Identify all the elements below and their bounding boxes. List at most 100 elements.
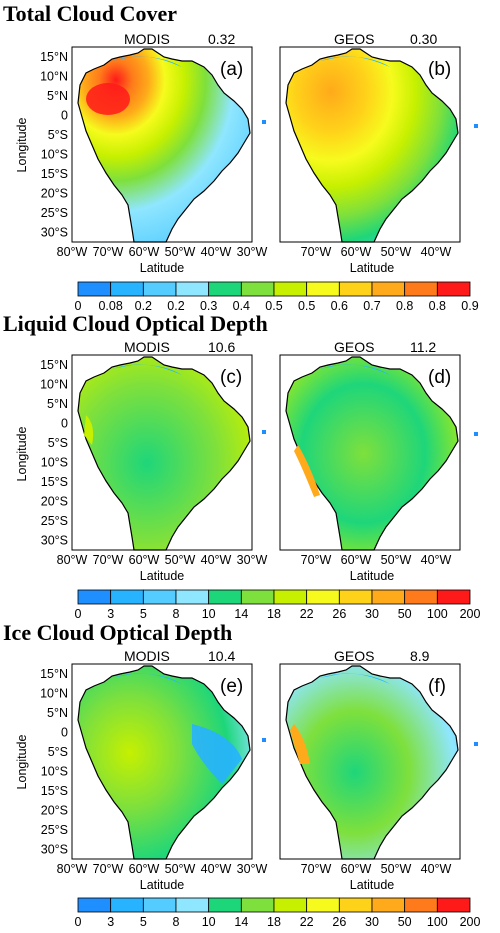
colorbar-swatch <box>306 281 340 297</box>
latitude-tick-labels: 15°N 10°N 5°N 0 5°S 10°S 15°S 20°S 25°S 30°S <box>40 667 68 857</box>
colorbar-swatch <box>273 897 308 913</box>
colorbar-swatch <box>371 281 406 297</box>
lat-tick-label: 25°S <box>41 206 68 220</box>
colorbar-swatch <box>208 589 242 605</box>
panel-title-value: 10.4 <box>208 648 235 664</box>
lat-tick-label: 30°S <box>41 842 68 856</box>
x-axis-label: Latitude <box>140 878 185 892</box>
colorbar-swatch <box>240 897 275 913</box>
lat-tick-label: 5°N <box>47 89 68 103</box>
lon-tick-label: 30°W <box>237 245 268 259</box>
section-title: Liquid Cloud Optical Depth <box>3 311 268 336</box>
ocean-marker <box>262 430 266 434</box>
colorbar-swatch <box>208 281 242 297</box>
colorbar-swatch <box>338 589 373 605</box>
lat-tick-label: 0 <box>61 416 68 430</box>
andes-region <box>84 415 94 445</box>
colorbar-swatch <box>436 589 471 605</box>
colorbar-swatch <box>110 897 144 913</box>
colorbar-swatch <box>77 281 112 297</box>
lat-tick-label: 10°S <box>41 147 68 161</box>
panel-title-model: MODIS <box>124 339 170 355</box>
high-cloud-region <box>86 83 130 115</box>
colorbar-tick-label: 5 <box>140 607 147 621</box>
colorbar-tick-label: 0 <box>75 607 82 621</box>
colorbar: 0 0.08 0.2 0.2 0.3 0.4 0.5 0.5 0.6 0.7 0.8 0.8 0.9 <box>75 281 479 313</box>
section-title: Total Cloud Cover <box>3 1 177 26</box>
x-axis-label: Latitude <box>140 569 185 583</box>
ocean-marker <box>262 120 266 124</box>
ocean-marker <box>474 124 478 128</box>
colorbar-tick-label: 0.5 <box>265 299 282 313</box>
lat-tick-label: 10°N <box>40 377 68 391</box>
lat-tick-label: 5°S <box>48 436 68 450</box>
x-axis-label: Latitude <box>350 878 395 892</box>
colorbar-tick-label: 0.8 <box>396 299 413 313</box>
colorbar-swatch <box>404 589 438 605</box>
colorbar-tick-label: 18 <box>267 915 281 929</box>
lat-tick-label: 5°S <box>48 745 68 759</box>
colorbar-tick-label: 18 <box>267 607 281 621</box>
colorbar-swatch <box>338 281 373 297</box>
colorbar-tick-label: 8 <box>173 607 180 621</box>
colorbar-swatch <box>77 897 112 913</box>
colorbar-tick-label: 200 <box>460 915 481 929</box>
colorbar-tick-label: 0.2 <box>167 299 184 313</box>
colorbar-swatch <box>175 281 210 297</box>
colorbar-tick-label: 3 <box>107 915 114 929</box>
lon-tick-label: 30°W <box>237 553 268 567</box>
ocean-marker <box>262 738 266 742</box>
panel-title-model: GEOS <box>334 648 374 664</box>
colorbar-swatch <box>436 897 471 913</box>
colorbar-swatch <box>110 589 144 605</box>
colorbar-tick-label: 26 <box>332 607 346 621</box>
panel-title-value: 0.32 <box>208 31 235 47</box>
lon-tick-label: 60°W <box>341 862 372 876</box>
lon-tick-label: 70°W <box>301 553 332 567</box>
colorbar-swatch <box>371 897 406 913</box>
lat-tick-label: 10°S <box>41 764 68 778</box>
lat-tick-label: 20°S <box>41 803 68 817</box>
colorbar-swatch <box>142 897 177 913</box>
lat-tick-label: 5°N <box>47 706 68 720</box>
lon-tick-label: 40°W <box>201 245 232 259</box>
lat-tick-label: 5°S <box>48 128 68 142</box>
colorbar-tick-label: 10 <box>202 607 216 621</box>
colorbar-tick-label: 100 <box>427 915 448 929</box>
colorbar-tick-label: 30 <box>365 915 379 929</box>
colorbar-tick-label: 0.7 <box>363 299 380 313</box>
andes-region <box>294 445 320 497</box>
lat-tick-label: 25°S <box>41 823 68 837</box>
panel-label: (b) <box>428 59 451 80</box>
lon-tick-label: 50°W <box>381 245 412 259</box>
colorbar-tick-label: 8 <box>173 915 180 929</box>
colorbar-tick-label: 50 <box>398 915 412 929</box>
colorbar-tick-label: 0 <box>75 299 82 313</box>
lat-tick-label: 15°N <box>40 667 68 681</box>
panel-title-value: 0.30 <box>410 31 437 47</box>
lat-tick-label: 15°S <box>41 167 68 181</box>
lon-tick-label: 40°W <box>421 862 452 876</box>
lat-tick-label: 5°N <box>47 397 68 411</box>
lon-tick-label: 60°W <box>341 553 372 567</box>
lon-tick-label: 60°W <box>129 553 160 567</box>
section-total-cloud-cover: Total Cloud Cover (a) MODIS 0.32 (b) GEO… <box>3 1 479 313</box>
latitude-tick-labels: 15°N 10°N 5°N 0 5°S 10°S 15°S 20°S 25°S 30°S <box>40 50 68 239</box>
longitude-tick-labels: 80°W 70°W 60°W 50°W 40°W 30°W 70°W 60°W 50°W 40°W <box>57 553 452 567</box>
lat-tick-label: 15°N <box>40 50 68 64</box>
lat-tick-label: 30°S <box>41 225 68 239</box>
lat-tick-label: 10°S <box>41 455 68 469</box>
x-axis-label: Latitude <box>350 261 395 275</box>
colorbar: 0 3 5 8 10 14 18 22 26 30 50 100 200 <box>75 897 481 929</box>
lon-tick-label: 30°W <box>237 862 268 876</box>
lon-tick-label: 50°W <box>381 862 412 876</box>
panel-c: (c) <box>71 354 253 551</box>
lon-tick-label: 40°W <box>201 862 232 876</box>
lat-tick-label: 15°N <box>40 358 68 372</box>
panel-title-model: GEOS <box>334 339 374 355</box>
lat-tick-label: 20°S <box>41 494 68 508</box>
panel-title-value: 8.9 <box>410 648 430 664</box>
latitude-tick-labels: 15°N 10°N 5°N 0 5°S 10°S 15°S 20°S 25°S 30°S <box>40 358 68 548</box>
colorbar-swatch <box>404 281 438 297</box>
colorbar-swatch <box>371 589 406 605</box>
